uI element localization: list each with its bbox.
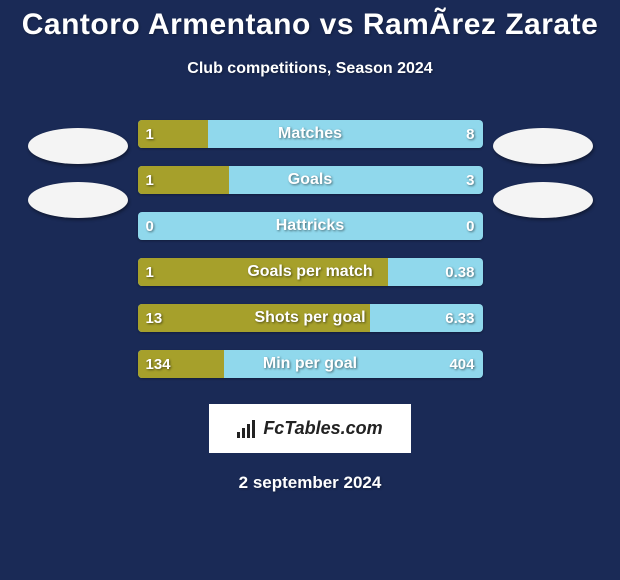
player2-avatar bbox=[493, 182, 593, 218]
player2-bar-fill bbox=[138, 212, 483, 240]
stat-bar-row: 00Hattricks bbox=[138, 212, 483, 240]
player2-value: 8 bbox=[466, 120, 474, 148]
logo-bars-icon bbox=[237, 420, 255, 438]
player2-value: 6.33 bbox=[445, 304, 474, 332]
subtitle: Club competitions, Season 2024 bbox=[187, 60, 432, 78]
page-title: Cantoro Armentano vs RamÃ­rez Zarate bbox=[22, 8, 599, 42]
stat-bar-row: 13Goals bbox=[138, 166, 483, 194]
footer-date: 2 september 2024 bbox=[239, 473, 382, 493]
player1-avatar bbox=[28, 128, 128, 164]
player1-value: 13 bbox=[146, 304, 163, 332]
player2-value: 0.38 bbox=[445, 258, 474, 286]
avatar-column-left bbox=[18, 120, 138, 236]
bars-column: 18Matches13Goals00Hattricks10.38Goals pe… bbox=[138, 120, 483, 396]
player2-avatar bbox=[493, 128, 593, 164]
chart-area: 18Matches13Goals00Hattricks10.38Goals pe… bbox=[0, 120, 620, 396]
stat-bar-row: 134404Min per goal bbox=[138, 350, 483, 378]
player2-value: 0 bbox=[466, 212, 474, 240]
player1-value: 1 bbox=[146, 258, 154, 286]
player1-value: 0 bbox=[146, 212, 154, 240]
player1-bar-fill bbox=[138, 304, 371, 332]
player2-value: 404 bbox=[449, 350, 474, 378]
footer-brand-text: FcTables.com bbox=[263, 418, 382, 439]
player1-value: 134 bbox=[146, 350, 171, 378]
stat-bar-row: 136.33Shots per goal bbox=[138, 304, 483, 332]
footer-brand: FcTables.com bbox=[237, 418, 382, 439]
avatar-column-right bbox=[483, 120, 603, 236]
player1-avatar bbox=[28, 182, 128, 218]
player2-value: 3 bbox=[466, 166, 474, 194]
footer-brand-box: FcTables.com bbox=[209, 404, 410, 453]
stat-bar-row: 10.38Goals per match bbox=[138, 258, 483, 286]
player1-bar-fill bbox=[138, 258, 388, 286]
player1-value: 1 bbox=[146, 120, 154, 148]
player1-value: 1 bbox=[146, 166, 154, 194]
stat-bar-row: 18Matches bbox=[138, 120, 483, 148]
